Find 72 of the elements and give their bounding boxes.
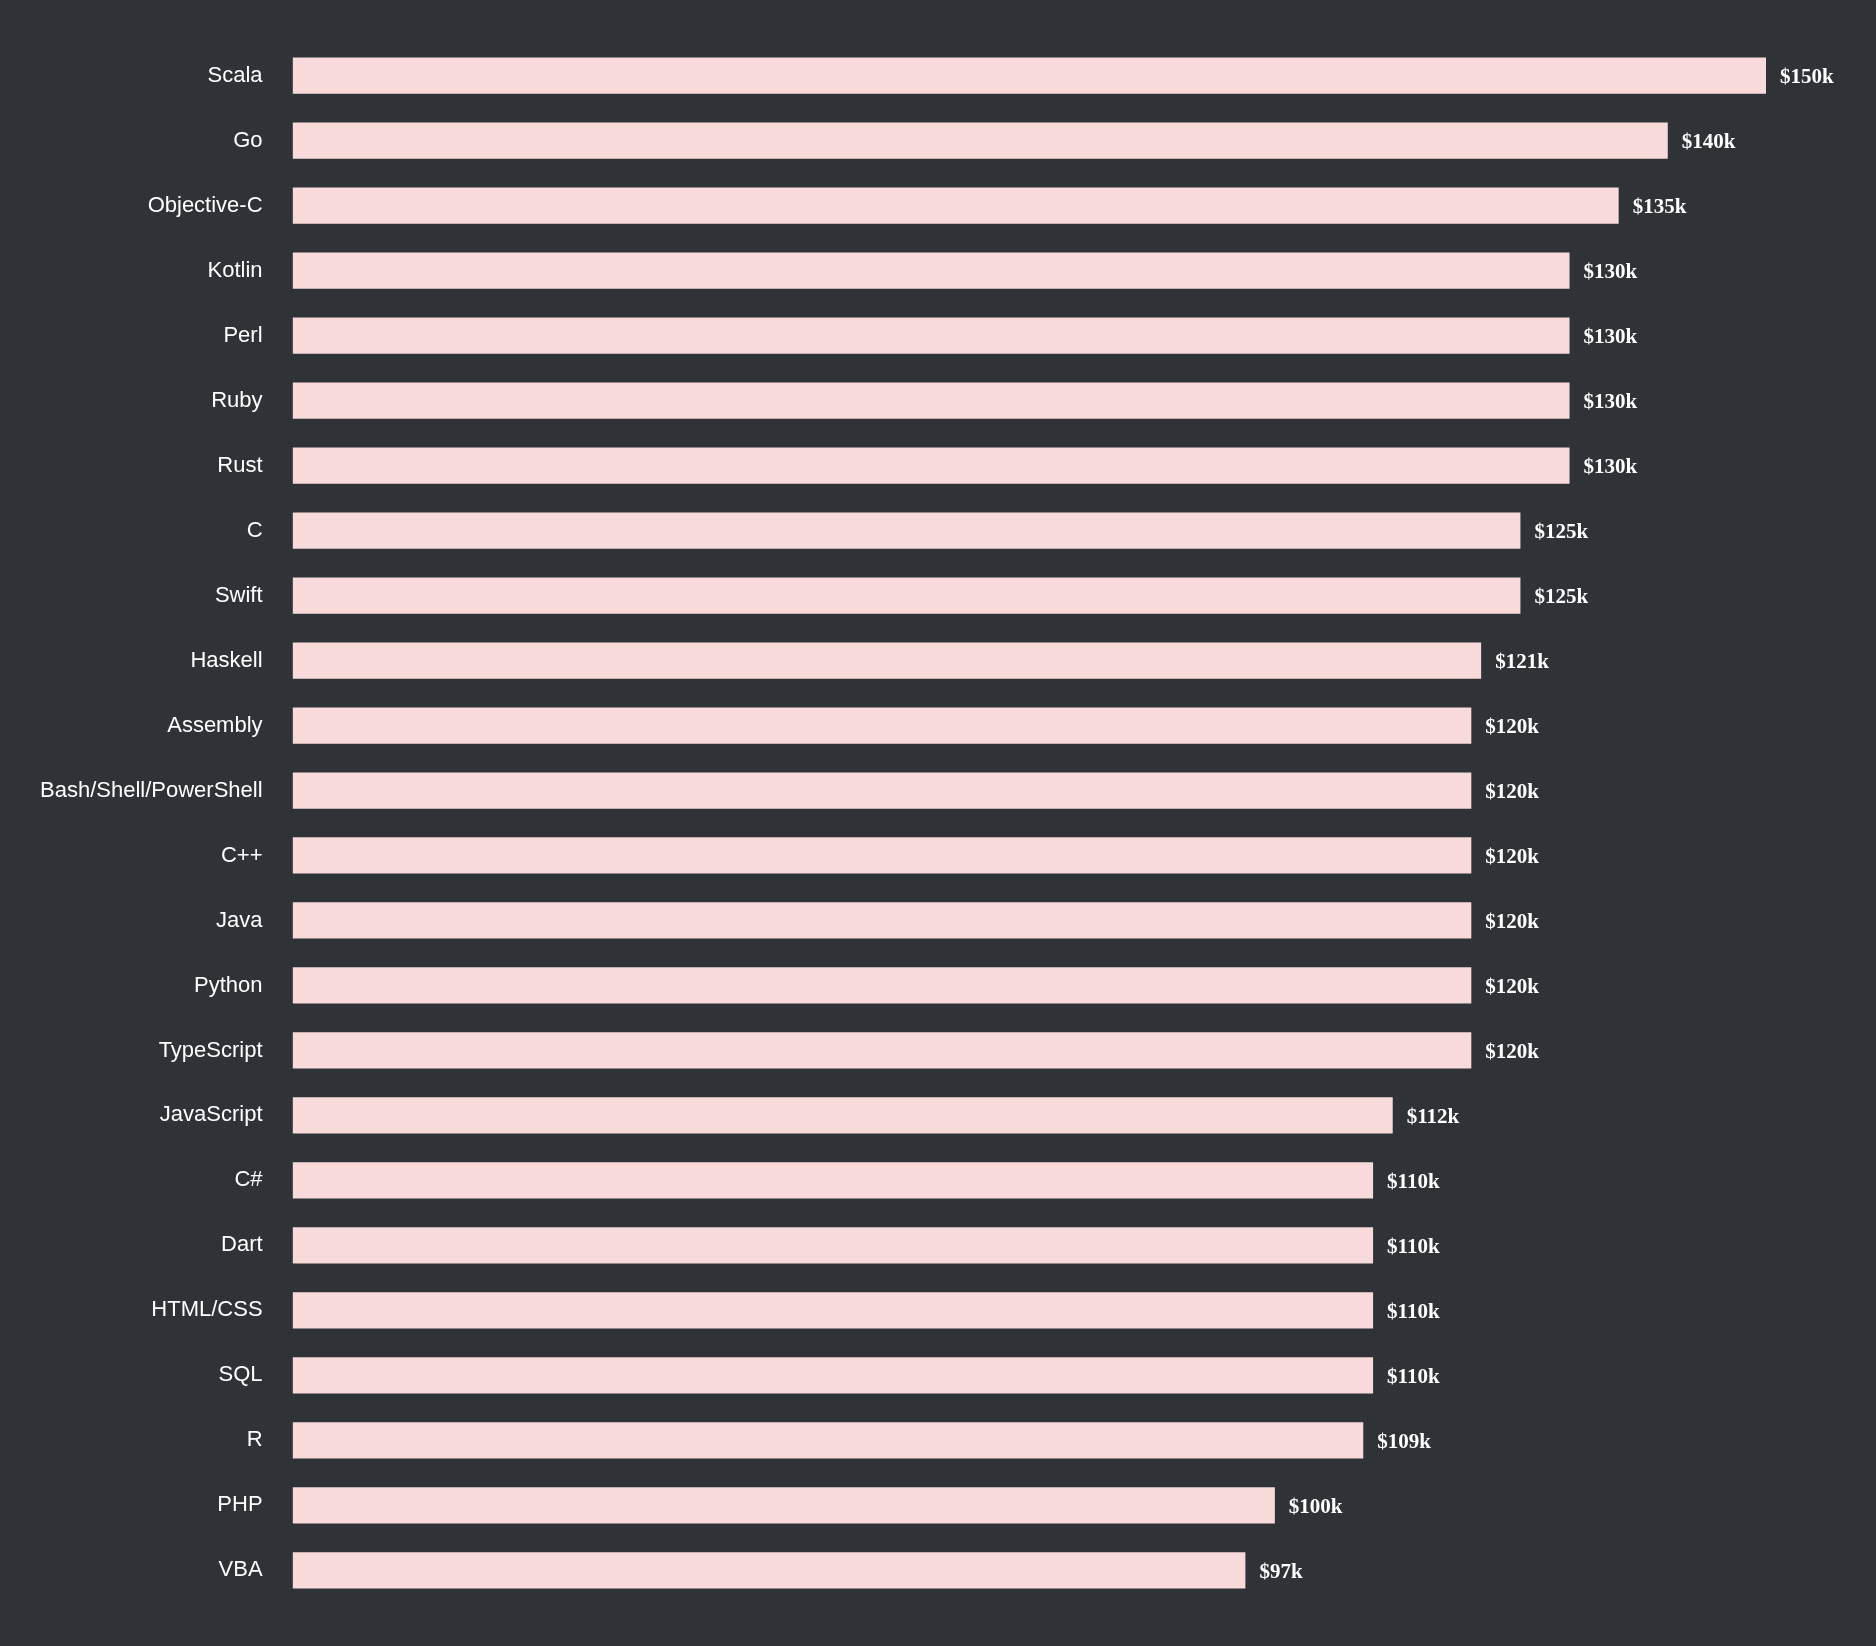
- y-tick-label: Dart: [221, 1231, 263, 1257]
- bar: [292, 122, 1668, 159]
- data-label: $112k: [1406, 1103, 1460, 1128]
- bar: [292, 1422, 1364, 1459]
- data-label: $135k: [1632, 194, 1687, 219]
- y-tick-label: PHP: [217, 1491, 263, 1517]
- bar: [292, 317, 1570, 354]
- y-tick-label: Swift: [214, 581, 263, 607]
- bar: [292, 512, 1521, 549]
- y-tick-label: R: [246, 1426, 263, 1452]
- bar: [292, 1162, 1374, 1199]
- data-label: $125k: [1534, 519, 1589, 543]
- y-tick-label: SQL: [218, 1361, 263, 1387]
- bar: [292, 1487, 1275, 1524]
- bar: [292, 837, 1472, 874]
- data-label: $140k: [1681, 129, 1736, 154]
- data-label: $130k: [1583, 324, 1638, 349]
- y-tick-label: Scala: [207, 61, 264, 87]
- y-tick-label: Python: [194, 971, 263, 997]
- data-label: $120k: [1485, 778, 1540, 803]
- data-label: $150k: [1780, 64, 1834, 89]
- y-tick-label: Go: [233, 126, 263, 152]
- y-tick-label: Assembly: [167, 711, 263, 737]
- data-label: $97k: [1259, 1558, 1303, 1583]
- y-tick-label: C++: [220, 841, 263, 867]
- bar: [292, 577, 1521, 614]
- bar: [292, 1357, 1374, 1394]
- data-label: $120k: [1485, 973, 1540, 998]
- y-tick-label: Kotlin: [207, 256, 263, 282]
- y-tick-label: JavaScript: [159, 1101, 263, 1127]
- y-tick-label: HTML/CSS: [151, 1296, 263, 1322]
- data-label: $110k: [1387, 1233, 1440, 1258]
- bar: [292, 252, 1570, 289]
- bar: [292, 967, 1472, 1004]
- y-tick-label: Rust: [217, 451, 263, 477]
- y-tick-label: Ruby: [211, 386, 263, 412]
- y-tick-label: TypeScript: [158, 1036, 263, 1062]
- y-tick-label: Haskell: [190, 646, 263, 672]
- data-label: $120k: [1485, 908, 1540, 933]
- data-label: $110k: [1387, 1168, 1440, 1193]
- y-tick-label: Bash/Shell/PowerShell: [39, 776, 263, 802]
- bar: [292, 707, 1472, 744]
- data-label: $110k: [1387, 1298, 1440, 1323]
- bar: [292, 1032, 1472, 1069]
- y-tick-label: VBA: [218, 1556, 263, 1582]
- data-label: $110k: [1387, 1363, 1440, 1388]
- bar: [292, 1552, 1246, 1589]
- data-label: $100k: [1288, 1493, 1343, 1518]
- data-label: $109k: [1377, 1428, 1432, 1453]
- data-label: $120k: [1485, 843, 1540, 868]
- bar: [292, 1097, 1393, 1134]
- data-label: $125k: [1534, 583, 1589, 608]
- bar: [292, 642, 1482, 679]
- bar: [292, 187, 1619, 224]
- bar: [292, 1227, 1374, 1264]
- y-tick-label: C#: [234, 1166, 264, 1192]
- data-label: $130k: [1583, 454, 1638, 479]
- y-tick-label: C: [246, 516, 263, 542]
- bar: [292, 1292, 1374, 1329]
- data-label: $130k: [1583, 259, 1638, 284]
- y-tick-label: Java: [216, 906, 264, 932]
- data-label: $120k: [1485, 1038, 1540, 1063]
- bar: [292, 57, 1766, 94]
- bar: [292, 772, 1472, 809]
- data-label: $120k: [1485, 713, 1540, 738]
- bar: [292, 382, 1570, 419]
- y-tick-label: Objective-C: [147, 191, 263, 217]
- bar: [292, 447, 1570, 484]
- y-tick-label: Perl: [223, 321, 263, 347]
- data-label: $130k: [1583, 389, 1638, 414]
- data-label: $121k: [1495, 648, 1550, 673]
- bar: [292, 902, 1472, 939]
